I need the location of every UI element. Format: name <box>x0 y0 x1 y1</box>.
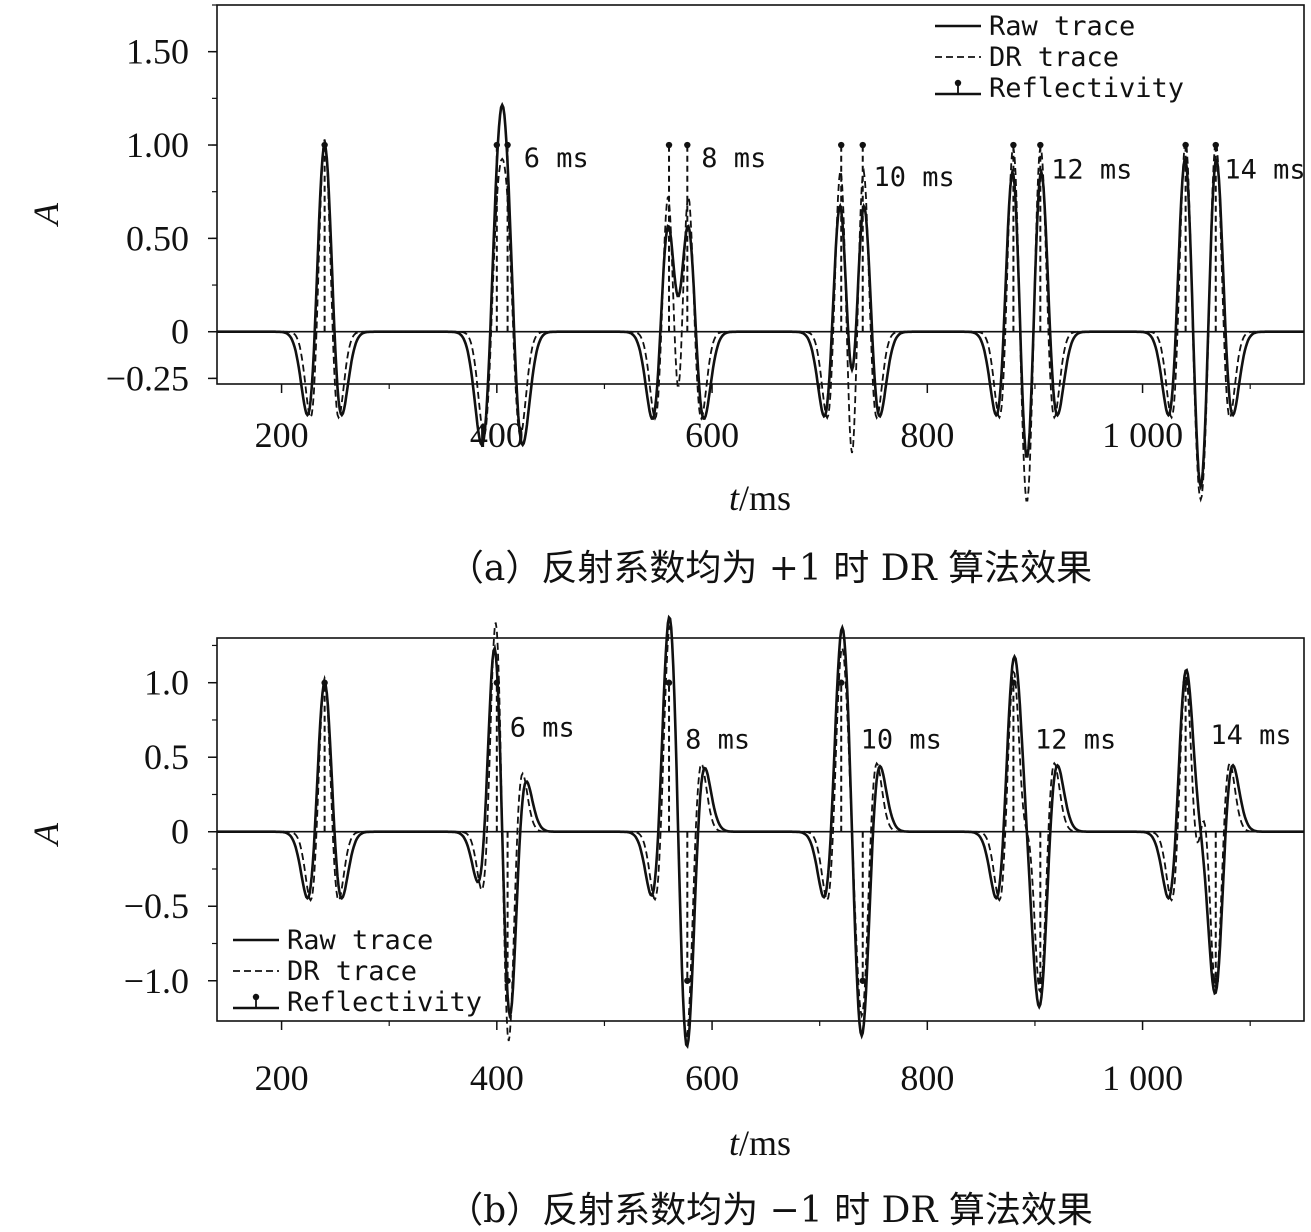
legend-label: Raw trace <box>287 925 433 956</box>
reflectivity-point <box>1037 977 1044 984</box>
plot-marks <box>217 614 1304 1050</box>
x-tick-label: 600 <box>685 415 739 455</box>
legend-label: Raw trace <box>989 11 1135 42</box>
peak-annotations: 6 ms 8 ms 10 ms 12 ms 14 ms <box>524 143 1306 193</box>
plot-frame <box>216 637 1305 1022</box>
legend-reflectivity-dot <box>954 79 962 87</box>
x-tick-label: 400 <box>470 415 524 455</box>
plot-marks <box>217 101 1304 503</box>
y-axis-label: A <box>26 822 66 847</box>
spacing-annotation: 6 ms <box>510 712 575 743</box>
x-tick-label: 600 <box>685 1058 739 1098</box>
x-axis-label-unit: /ms <box>739 1123 791 1163</box>
reflectivity-point <box>859 977 866 984</box>
reflectivity-point <box>1010 141 1017 149</box>
panel-a: −0.25 0 0.50 1.00 1.50 200 400 600 800 1 000 A t… <box>26 4 1306 589</box>
x-axis-label: t/ms <box>729 478 791 518</box>
panel-caption: （b）反射系数均为 −1 时 DR 算法效果 <box>447 1190 1093 1231</box>
panel-caption: （a）反射系数均为 +1 时 DR 算法效果 <box>448 548 1092 589</box>
y-tick-label: 1.00 <box>126 125 189 165</box>
y-tick-label: 0.50 <box>126 218 189 258</box>
y-axis-label: A <box>26 202 66 227</box>
legend-label: DR trace <box>287 956 417 987</box>
x-tick-label: 800 <box>900 415 954 455</box>
x-tick-label: 200 <box>255 415 309 455</box>
reflectivity-point <box>838 679 845 686</box>
spacing-annotation: 14 ms <box>1210 720 1291 751</box>
reflectivity-point <box>1182 141 1189 149</box>
y-tick-label: −0.25 <box>106 358 189 398</box>
reflectivity-point <box>1212 977 1219 984</box>
legend-label: Reflectivity <box>989 73 1184 104</box>
reflectivity-point <box>504 141 511 149</box>
reflectivity-point <box>493 679 501 686</box>
reflectivity-point <box>684 977 691 984</box>
reflectivity-point <box>1212 141 1219 149</box>
reflectivity-point <box>684 141 691 149</box>
reflectivity-point <box>1182 679 1189 686</box>
dr-trace-line <box>217 622 1304 1042</box>
y-tick-label: 0.5 <box>144 737 189 777</box>
y-tick-label: 0 <box>171 312 189 352</box>
spacing-annotation: 12 ms <box>1051 154 1132 185</box>
y-tick-label: −0.5 <box>124 886 189 926</box>
legend-reflectivity-dot <box>252 993 260 1001</box>
legend-label: DR trace <box>989 42 1119 73</box>
dr-trace-line <box>217 139 1304 503</box>
spacing-annotation: 8 ms <box>685 724 750 755</box>
spacing-annotation: 10 ms <box>861 724 942 755</box>
y-tick-label: 1.0 <box>144 663 189 703</box>
reflectivity-point <box>838 141 845 149</box>
x-axis-label-var: t <box>729 478 740 518</box>
x-tick-label: 1 000 <box>1102 415 1183 455</box>
x-tick-label: 200 <box>255 1058 309 1098</box>
y-tick-label: 1.50 <box>126 32 189 72</box>
reflectivity-point <box>321 141 328 149</box>
spacing-annotation: 6 ms <box>524 143 589 174</box>
reflectivity-point <box>493 141 501 149</box>
spacing-annotation: 14 ms <box>1224 154 1305 185</box>
x-tick-label: 400 <box>470 1058 524 1098</box>
peak-annotations: 6 ms 8 ms 10 ms 12 ms 14 ms <box>510 712 1292 755</box>
reflectivity-point <box>1010 679 1017 686</box>
spacing-annotation: 12 ms <box>1035 724 1116 755</box>
y-tick-label: 0 <box>171 812 189 852</box>
x-axis-label: t/ms <box>729 1123 791 1163</box>
reflectivity-point <box>665 141 673 149</box>
y-axis-ticks: −1.0 −0.5 0 0.5 1.0 <box>124 644 217 1001</box>
x-axis-ticks: 200 400 600 800 1 000 <box>255 384 1251 455</box>
reflectivity-point <box>665 679 673 686</box>
spacing-annotation: 8 ms <box>701 143 766 174</box>
x-axis-ticks: 200 400 600 800 1 000 <box>255 1021 1251 1098</box>
legend-label: Reflectivity <box>287 987 482 1018</box>
panel-b: −1.0 −0.5 0 0.5 1.0 200 400 600 800 1 000 A t/ms… <box>26 614 1305 1231</box>
reflectivity-point <box>504 977 511 984</box>
reflectivity-point <box>859 141 866 149</box>
x-tick-label: 1 000 <box>1102 1058 1183 1098</box>
y-axis-ticks: −0.25 0 0.50 1.00 1.50 <box>106 4 217 398</box>
x-axis-label-var: t <box>729 1123 740 1163</box>
reflectivity-point <box>321 679 328 686</box>
x-tick-label: 800 <box>900 1058 954 1098</box>
spacing-annotation: 10 ms <box>874 162 955 193</box>
y-tick-label: −1.0 <box>124 961 189 1001</box>
reflectivity-point <box>1037 141 1044 149</box>
x-axis-label-unit: /ms <box>739 478 791 518</box>
plot-frame <box>216 4 1305 385</box>
